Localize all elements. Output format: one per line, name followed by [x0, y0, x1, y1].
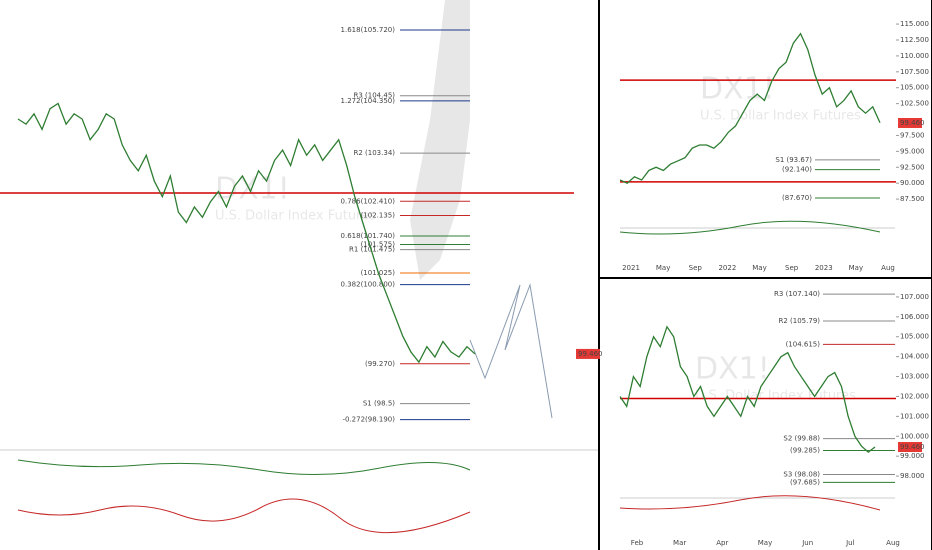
level-label: R3 (104.45): [354, 92, 396, 100]
level-label: S1 (93.67): [775, 156, 812, 164]
y-tick-label: 107.500: [900, 68, 929, 76]
y-tick-label: 102.000: [900, 392, 929, 400]
watermark: U.S. Dollar Index Futures: [700, 109, 861, 124]
x-tick-label: May: [752, 264, 766, 272]
level-label: (97.685): [790, 478, 820, 486]
x-tick-label: Feb: [631, 539, 644, 547]
y-tick-label: 106.000: [900, 313, 929, 321]
price-line: [17, 102, 476, 364]
y-tick-label: 112.500: [900, 36, 929, 44]
x-tick-label: Jul: [845, 539, 855, 547]
oscillator: [17, 498, 471, 534]
y-tick-label: 103.000: [900, 373, 929, 381]
level-label: (99.285): [790, 446, 820, 454]
y-tick-label: 100.000: [900, 432, 929, 440]
level-label: S2 (99.88): [783, 435, 820, 443]
level-label: (104.615): [786, 340, 821, 348]
x-tick-label: Sep: [689, 264, 703, 272]
y-tick-label: 115.000: [900, 20, 929, 28]
price-tag: [898, 117, 922, 128]
level-label: (92.140): [782, 166, 812, 174]
projection-path: [469, 283, 553, 419]
level-label: R3 (107.140): [774, 290, 820, 298]
y-tick-label: 92.500: [900, 163, 925, 171]
y-tick-label: 98.000: [900, 472, 925, 480]
level-label: 0.382(100.800): [341, 281, 396, 289]
level-label: R2 (105.79): [779, 317, 821, 325]
level-label: R1 (101.475): [349, 246, 395, 254]
y-tick-label: 102.500: [900, 100, 929, 108]
x-tick-label: May: [758, 539, 772, 547]
x-tick-label: 2023: [815, 264, 833, 272]
price-tag-label: 99.460: [900, 119, 925, 127]
x-tick-label: Sep: [785, 264, 799, 272]
price-line: [619, 32, 881, 184]
y-tick-label: 104.000: [900, 353, 929, 361]
oscillator: [17, 459, 471, 476]
level-label: (101.575): [361, 240, 396, 248]
y-tick-label: 110.000: [900, 52, 929, 60]
x-tick-label: Mar: [673, 539, 686, 547]
level-label: (102.135): [361, 212, 396, 220]
y-tick-label: 101.000: [900, 412, 929, 420]
x-tick-label: Aug: [886, 539, 900, 547]
x-tick-label: Jun: [801, 539, 813, 547]
y-tick-label: 97.500: [900, 131, 925, 139]
x-tick-label: 2022: [718, 264, 736, 272]
watermark: U.S. Dollar Index Futures: [695, 389, 856, 404]
watermark: DX1!: [700, 72, 775, 107]
y-tick-label: 95.000: [900, 147, 925, 155]
level-label: 1.618(105.720): [341, 26, 396, 34]
x-tick-label: May: [849, 264, 863, 272]
price-tag-label: 99.460: [900, 443, 925, 451]
level-label: -0.272(98.190): [342, 416, 395, 424]
level-label: (99.270): [365, 360, 395, 368]
x-tick-label: 2021: [622, 264, 640, 272]
level-label: S3 (98.08): [783, 470, 820, 478]
level-label: S1 (98.5): [363, 400, 395, 408]
level-label: 0.618(101.740): [341, 232, 396, 240]
x-tick-label: May: [656, 264, 670, 272]
level-label: (87.670): [782, 194, 812, 202]
watermark: U.S. Dollar Index Futures: [215, 209, 376, 224]
y-tick-label: 90.000: [900, 179, 925, 187]
y-tick-label: 105.000: [900, 333, 929, 341]
x-tick-label: Apr: [716, 539, 728, 547]
level-label: 1.272(104.350): [341, 97, 396, 105]
price-tag: [576, 348, 600, 359]
level-label: R2 (103.34): [354, 149, 396, 157]
price-tag: [898, 442, 922, 453]
x-tick-label: Aug: [881, 264, 895, 272]
price-line: [619, 325, 876, 454]
watermark: DX1!: [695, 352, 770, 387]
oscillator: [619, 495, 881, 511]
level-label: 0.786(102.410): [341, 197, 396, 205]
price-tag-label: 99.460: [578, 350, 603, 358]
y-tick-label: 105.000: [900, 84, 929, 92]
volume-profile: [410, 0, 470, 280]
y-tick-label: 107.000: [900, 293, 929, 301]
y-tick-label: 87.500: [900, 195, 925, 203]
watermark: DX1!: [215, 172, 290, 207]
oscillator: [619, 220, 881, 235]
y-tick-label: 99.000: [900, 452, 925, 460]
